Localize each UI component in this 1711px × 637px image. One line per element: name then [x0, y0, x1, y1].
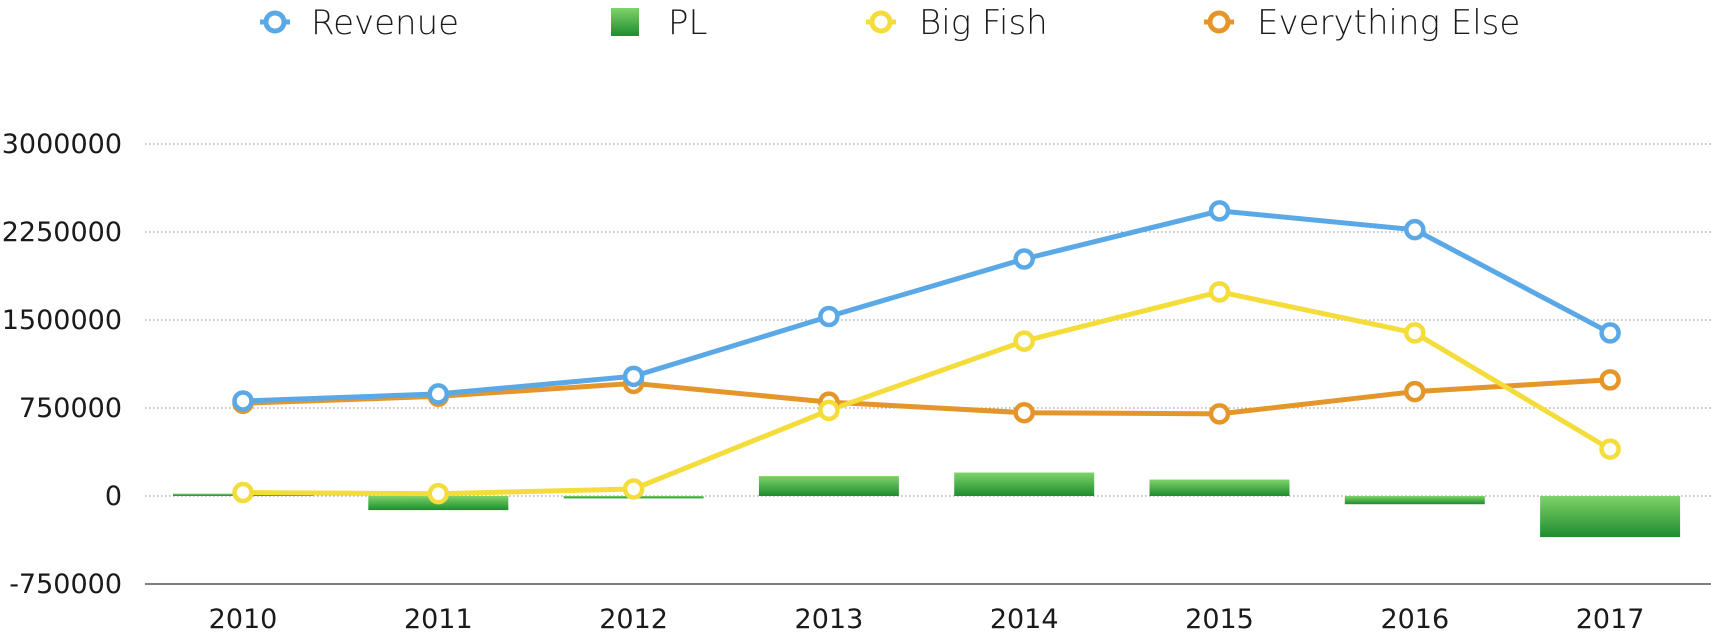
x-tick-label: 2010 — [209, 604, 278, 635]
point-big-fish-2013 — [818, 399, 840, 422]
legend-label-everything-else: Everything Else — [1257, 3, 1520, 43]
point-big-fish-2014 — [1013, 330, 1035, 352]
point-big-fish-2015 — [1208, 281, 1231, 303]
bar-pl-2013 — [758, 476, 899, 496]
legend-big-fish-marker — [869, 10, 893, 34]
line-revenue — [240, 208, 1613, 404]
y-tick-label: 2250000 — [2, 217, 122, 248]
point-everything-else-2016 — [1404, 380, 1426, 403]
point-revenue-2017 — [1599, 322, 1621, 344]
x-axis-ticks: 2010 2011 2012 2013 2014 2015 2016 2017 — [209, 604, 1645, 635]
line-big-fish — [240, 289, 1613, 497]
point-everything-else-2015 — [1208, 403, 1231, 425]
legend-item-pl: PL — [611, 3, 707, 43]
point-revenue-2014 — [1013, 248, 1035, 270]
y-tick-label: 1500000 — [2, 305, 122, 336]
legend-item-big-fish: Big Fish — [866, 3, 1048, 43]
point-revenue-2013 — [818, 305, 840, 328]
point-big-fish-2012 — [622, 478, 645, 500]
pl-bars — [173, 472, 1681, 538]
bar-pl-2017 — [1540, 496, 1681, 538]
point-revenue-2012 — [622, 365, 645, 388]
x-tick-label: 2013 — [795, 604, 864, 635]
bar-pl-2014 — [954, 472, 1095, 496]
y-axis-ticks: 3000000 2250000 1500000 750000 0 -750000 — [2, 129, 122, 600]
legend-everything-else-marker — [1207, 10, 1231, 34]
point-big-fish-2016 — [1404, 322, 1426, 344]
legend-item-everything-else: Everything Else — [1204, 3, 1520, 43]
series-lines — [240, 208, 1613, 497]
point-revenue-2011 — [427, 383, 450, 405]
series-markers — [232, 200, 1621, 505]
point-revenue-2010 — [232, 390, 254, 412]
legend: Revenue PL Big Fish Everything Else — [260, 3, 1520, 43]
legend-item-revenue: Revenue — [260, 3, 459, 43]
legend-label-revenue: Revenue — [311, 3, 459, 43]
y-tick-label: 3000000 — [2, 129, 122, 160]
x-tick-label: 2014 — [990, 604, 1059, 635]
point-big-fish-2011 — [427, 482, 450, 505]
legend-pl-swatch — [611, 8, 639, 36]
x-tick-label: 2012 — [599, 604, 668, 635]
point-everything-else-2017 — [1599, 369, 1621, 391]
x-tick-label: 2015 — [1185, 604, 1254, 635]
point-big-fish-2010 — [232, 481, 254, 504]
y-tick-label: 750000 — [19, 393, 122, 424]
bar-pl-2015 — [1149, 479, 1290, 496]
legend-label-big-fish: Big Fish — [919, 3, 1048, 43]
bar-pl-2016 — [1344, 496, 1485, 505]
point-revenue-2016 — [1404, 218, 1426, 241]
x-tick-label: 2011 — [404, 604, 473, 635]
y-tick-label: -750000 — [9, 569, 122, 600]
line-everything-else — [240, 377, 1613, 417]
x-tick-label: 2017 — [1576, 604, 1645, 635]
legend-label-pl: PL — [668, 3, 707, 43]
gridlines — [145, 143, 1711, 585]
point-revenue-2015 — [1208, 200, 1231, 222]
y-tick-label: 0 — [105, 481, 122, 512]
x-tick-label: 2016 — [1380, 604, 1449, 635]
point-everything-else-2014 — [1013, 401, 1035, 424]
point-big-fish-2017 — [1599, 438, 1621, 460]
legend-revenue-marker — [263, 10, 287, 34]
